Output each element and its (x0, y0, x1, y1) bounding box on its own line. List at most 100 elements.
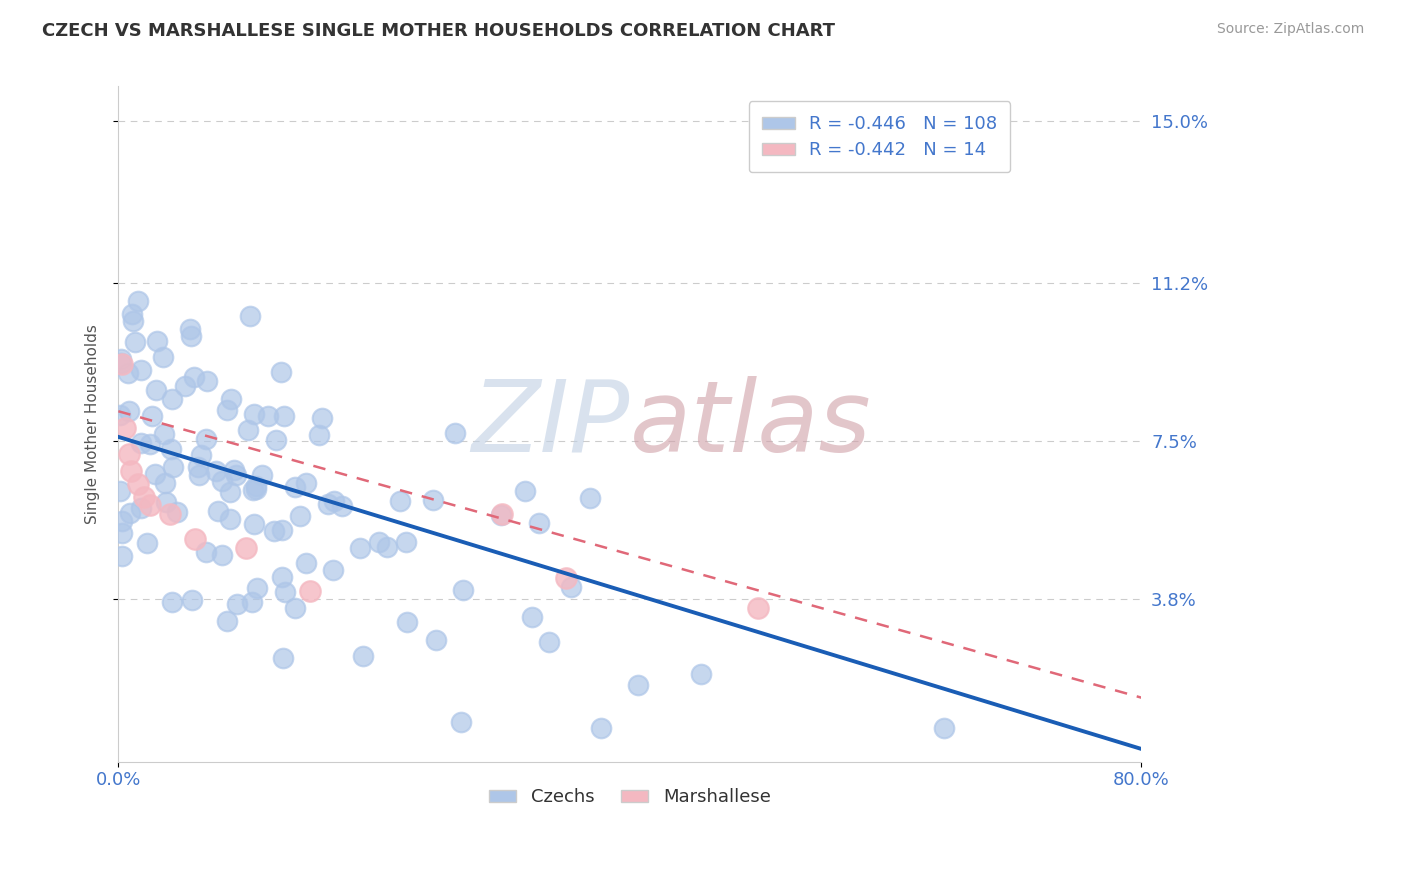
Point (111, 357, 134, 371)
Point (520, 610, 543, 624)
Point (689, 667, 711, 681)
Point (375, 540, 398, 554)
Point (264, 434, 287, 448)
Point (322, 563, 344, 577)
Point (129, 436, 152, 450)
Point (179, 322, 201, 336)
Point (242, 483, 264, 497)
Point (129, 363, 152, 377)
Point (195, 374, 218, 388)
Point (139, 498, 162, 512)
Point (513, 484, 536, 499)
Point (180, 329, 202, 343)
Point (174, 379, 197, 393)
Point (489, 508, 512, 522)
Point (187, 459, 209, 474)
Point (159, 442, 181, 456)
Point (747, 600, 769, 615)
Point (225, 467, 247, 482)
Point (127, 294, 149, 309)
Point (180, 592, 202, 607)
Point (159, 507, 181, 521)
Point (246, 582, 269, 596)
Point (143, 467, 166, 481)
Point (579, 491, 602, 506)
Point (121, 307, 143, 321)
Point (118, 506, 141, 520)
Point (146, 334, 169, 348)
Point (283, 601, 305, 615)
Point (111, 549, 134, 564)
Point (155, 495, 177, 509)
Point (250, 467, 273, 482)
Point (135, 536, 157, 550)
Point (111, 525, 134, 540)
Point (245, 482, 267, 496)
Point (257, 409, 280, 423)
Point (934, 721, 956, 735)
Point (295, 475, 318, 490)
Legend: Czechs, Marshallese: Czechs, Marshallese (482, 781, 778, 814)
Point (226, 598, 249, 612)
Point (451, 582, 474, 597)
Point (273, 409, 295, 423)
Point (118, 404, 141, 418)
Point (141, 409, 163, 424)
Point (110, 356, 132, 370)
Point (491, 507, 513, 521)
Point (111, 514, 134, 528)
Point (288, 508, 311, 523)
Point (124, 334, 146, 349)
Point (425, 633, 447, 648)
Point (330, 499, 353, 513)
Text: CZECH VS MARSHALLESE SINGLE MOTHER HOUSEHOLDS CORRELATION CHART: CZECH VS MARSHALLESE SINGLE MOTHER HOUSE… (42, 22, 835, 40)
Point (219, 392, 242, 406)
Point (316, 497, 339, 511)
Point (560, 580, 582, 594)
Point (108, 483, 131, 498)
Point (184, 533, 207, 547)
Point (626, 678, 648, 692)
Point (236, 423, 259, 437)
Point (352, 648, 374, 663)
Point (153, 476, 176, 491)
Point (183, 370, 205, 384)
Point (271, 570, 294, 584)
Point (270, 523, 292, 537)
Point (245, 478, 267, 492)
Point (120, 464, 142, 478)
Point (311, 410, 333, 425)
Point (215, 614, 238, 628)
Point (368, 535, 391, 549)
Point (166, 505, 188, 519)
Text: ZIP: ZIP (471, 376, 630, 473)
Point (117, 366, 139, 380)
Point (139, 436, 162, 450)
Point (396, 615, 419, 629)
Point (122, 314, 145, 328)
Point (190, 448, 212, 462)
Point (215, 403, 238, 417)
Point (194, 545, 217, 559)
Point (152, 350, 174, 364)
Y-axis label: Single Mother Households: Single Mother Households (86, 324, 100, 524)
Point (218, 484, 240, 499)
Point (204, 464, 226, 478)
Point (555, 571, 578, 585)
Point (129, 500, 152, 515)
Point (219, 512, 242, 526)
Point (589, 721, 612, 735)
Point (153, 427, 176, 442)
Point (188, 468, 211, 483)
Point (270, 366, 292, 380)
Point (243, 407, 266, 421)
Point (274, 584, 297, 599)
Point (110, 351, 132, 366)
Point (389, 493, 412, 508)
Point (263, 524, 285, 538)
Point (299, 583, 322, 598)
Point (239, 310, 262, 324)
Point (162, 459, 184, 474)
Point (108, 408, 131, 422)
Text: Source: ZipAtlas.com: Source: ZipAtlas.com (1216, 22, 1364, 37)
